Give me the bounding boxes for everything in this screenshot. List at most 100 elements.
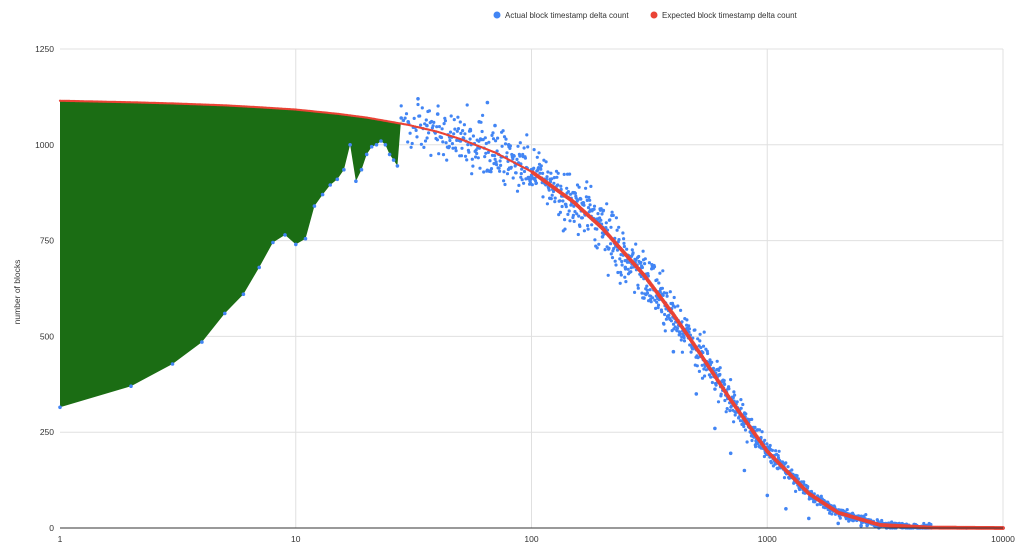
actual-point [701, 344, 706, 348]
actual-point [655, 300, 659, 304]
actual-point [566, 190, 571, 194]
actual-point [576, 198, 580, 202]
actual-point [404, 112, 409, 116]
actual-point [641, 249, 645, 253]
actual-point [456, 127, 461, 131]
actual-point [795, 474, 799, 478]
actual-point [493, 123, 497, 128]
actual-point [716, 400, 721, 404]
actual-point [573, 210, 577, 214]
actual-point [416, 102, 420, 107]
actual-point [604, 221, 608, 225]
actual-point [710, 360, 714, 364]
actual-point [617, 238, 621, 242]
actual-point [501, 129, 505, 133]
actual-point [462, 123, 466, 127]
actual-point [643, 257, 647, 261]
actual-point [693, 328, 697, 332]
actual-point [647, 261, 652, 265]
x-tick-label: 100 [524, 534, 538, 544]
actual-point [453, 127, 457, 131]
actual-point [657, 281, 661, 285]
actual-point [364, 152, 369, 157]
actual-point [595, 246, 599, 250]
actual-point [511, 176, 515, 180]
actual-point [718, 366, 722, 370]
actual-point [731, 396, 735, 400]
actual-point [522, 146, 526, 150]
actual-point [443, 116, 447, 120]
actual-point [733, 393, 737, 397]
actual-point [524, 177, 528, 181]
actual-point [784, 461, 788, 465]
actual-point [489, 170, 493, 174]
actual-point [406, 140, 410, 144]
actual-point [452, 118, 456, 122]
actual-point [441, 140, 445, 144]
actual-point [753, 425, 757, 429]
actual-point [586, 206, 591, 210]
actual-point [354, 179, 358, 183]
actual-point [423, 139, 428, 143]
actual-point [665, 294, 669, 298]
actual-point [614, 263, 618, 267]
legend: Actual block timestamp delta count Expec… [493, 11, 798, 20]
actual-point [369, 144, 374, 149]
actual-point [419, 142, 423, 146]
actual-point [283, 233, 287, 237]
actual-point [662, 322, 666, 326]
actual-point [663, 329, 667, 333]
actual-point [494, 139, 498, 143]
actual-point [725, 407, 729, 411]
actual-point [876, 519, 880, 524]
actual-point [549, 197, 553, 201]
actual-point [765, 493, 770, 498]
actual-point [599, 207, 603, 211]
actual-point [541, 171, 545, 175]
actual-point [584, 186, 588, 190]
actual-point [636, 283, 640, 287]
actual-point [620, 263, 624, 267]
actual-point [585, 198, 589, 202]
actual-point [566, 212, 570, 216]
actual-point [568, 219, 572, 223]
actual-point [200, 340, 204, 344]
actual-point [482, 170, 486, 174]
actual-point [470, 172, 474, 176]
actual-point [444, 141, 448, 145]
actual-point [645, 288, 649, 292]
actual-point [573, 191, 578, 195]
actual-point [604, 226, 608, 230]
y-axis-title: number of blocks [12, 260, 22, 325]
actual-point [415, 135, 419, 139]
actual-point [466, 143, 470, 147]
actual-point [541, 195, 545, 199]
actual-point [669, 319, 674, 323]
actual-point [517, 183, 521, 187]
y-tick-label: 1250 [35, 44, 54, 54]
actual-point [711, 366, 716, 370]
actual-point [582, 201, 586, 205]
actual-point [648, 288, 652, 292]
actual-point [556, 171, 560, 175]
actual-point [320, 192, 325, 197]
actual-point [610, 256, 615, 260]
actual-point [437, 125, 441, 129]
actual-point [558, 210, 563, 214]
actual-point [561, 199, 565, 203]
actual-point [619, 273, 623, 277]
actual-point [845, 508, 849, 512]
actual-point [762, 454, 767, 459]
actual-point [532, 166, 536, 170]
actual-point [622, 244, 627, 249]
actual-point [451, 146, 455, 150]
actual-point [223, 311, 227, 316]
actual-point [502, 179, 506, 183]
actual-point [687, 327, 692, 331]
actual-point [432, 120, 436, 124]
actual-point [568, 172, 572, 176]
actual-point [409, 145, 413, 149]
actual-point [395, 164, 400, 168]
actual-point [585, 180, 589, 184]
actual-point [639, 260, 643, 265]
